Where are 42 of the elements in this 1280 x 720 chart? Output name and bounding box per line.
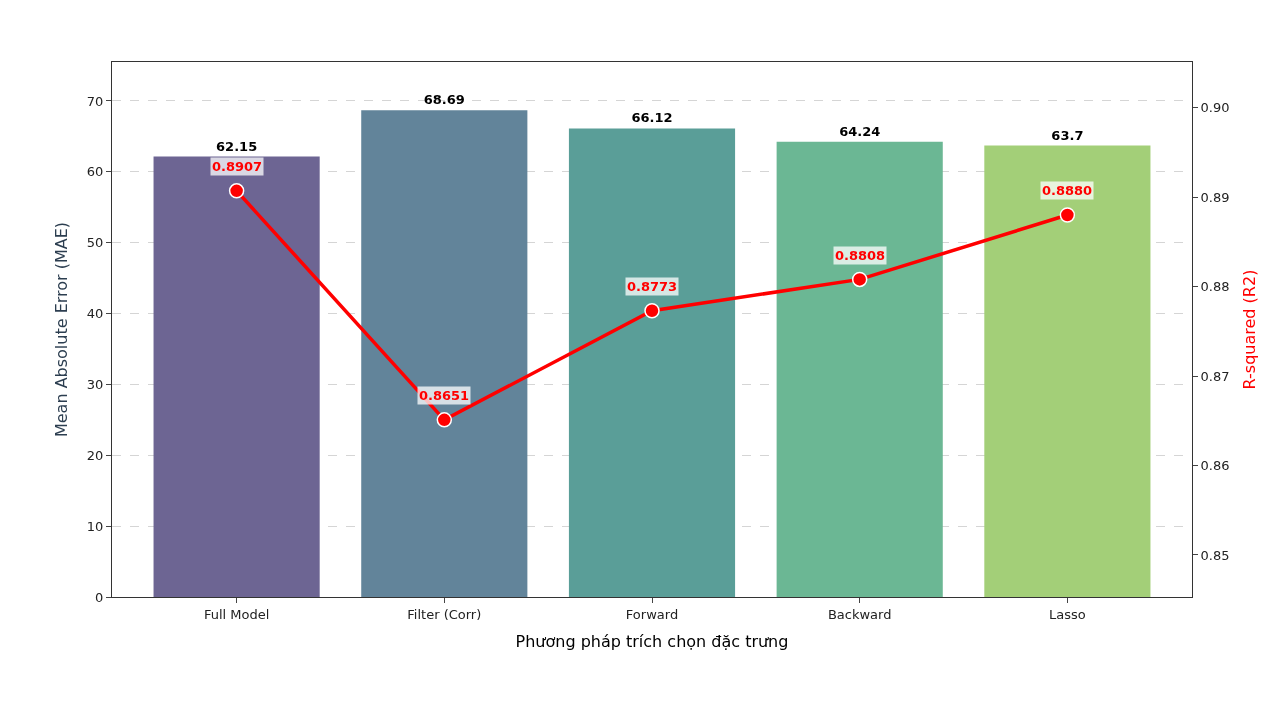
y-tick-label: 0 [95, 589, 104, 605]
data-label: 0.8773 [627, 279, 678, 294]
y-axis-title: Mean Absolute Error (MAE) [51, 221, 71, 438]
y-tick-label: 30 [86, 376, 104, 392]
data-label: 63.7 [1051, 127, 1084, 143]
y2-tick-label: 0.87 [1200, 368, 1230, 384]
x-tick-label: Filter (Corr) [407, 606, 482, 622]
x-tick-label: Forward [625, 606, 679, 622]
x-tick-label: Full Model [203, 606, 270, 622]
y-tick-label: 60 [86, 164, 104, 180]
y2-axis-title: R-squared (R2) [1240, 269, 1260, 390]
y-tick-label: 40 [86, 306, 104, 322]
y-tick-label: 70 [86, 93, 104, 109]
data-label: 0.8880 [1042, 183, 1093, 198]
data-label: 0.8808 [835, 248, 886, 263]
data-label: 0.8907 [212, 159, 263, 174]
bar [984, 145, 1151, 597]
point [644, 302, 660, 319]
point [228, 183, 245, 199]
data-label: 62.15 [216, 138, 258, 154]
y-tick-label: 10 [86, 518, 104, 534]
point [851, 271, 868, 288]
point [436, 412, 453, 428]
bar [568, 128, 736, 597]
bar [153, 156, 320, 597]
y2-tick-label: 0.88 [1200, 279, 1230, 295]
data-label: 64.24 [839, 123, 881, 139]
x-tick-label: Lasso [1049, 606, 1086, 622]
data-label: 66.12 [631, 110, 673, 126]
y2-tick-label: 0.90 [1200, 100, 1230, 116]
bar [361, 110, 528, 597]
y-tick-label: 20 [86, 447, 104, 463]
y2-tick-label: 0.89 [1200, 189, 1230, 205]
y2-tick-label: 0.86 [1200, 458, 1230, 474]
y-tick-label: 50 [86, 235, 104, 251]
bar [776, 141, 943, 597]
y2-tick-label: 0.85 [1200, 547, 1230, 563]
x-axis-title: Phương pháp trích chọn đặc trưng [515, 632, 789, 652]
data-label: 0.8651 [419, 388, 470, 403]
data-label: 68.69 [423, 92, 465, 108]
x-tick-label: Backward [827, 606, 892, 622]
point [1059, 207, 1076, 223]
